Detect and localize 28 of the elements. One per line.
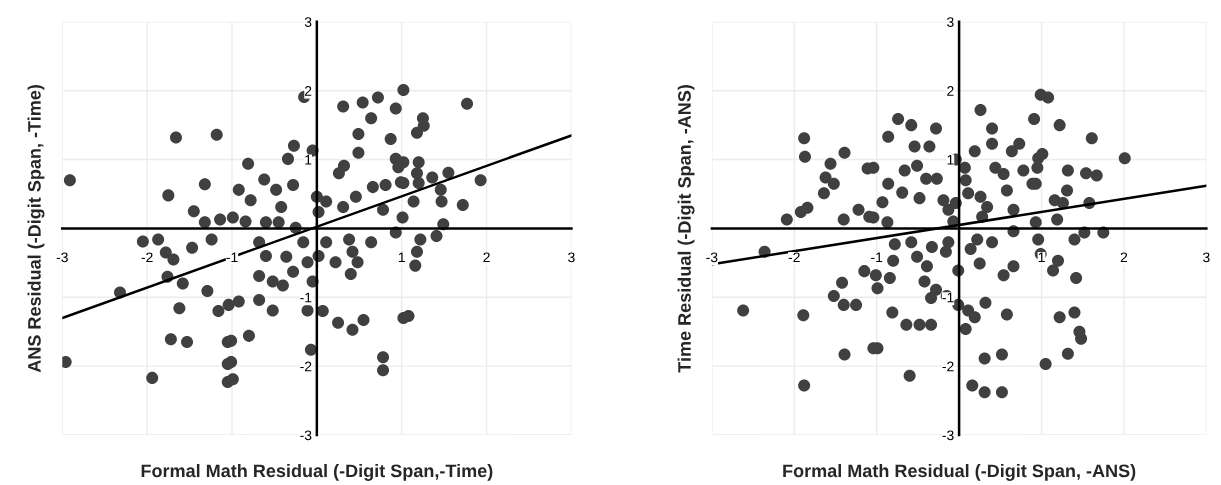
y-tick-label: 3 xyxy=(304,17,312,27)
y-tick-label: -2 xyxy=(942,361,954,372)
x-tick-label: 1 xyxy=(398,252,405,263)
x-tick-label: -1 xyxy=(871,252,883,263)
x-tick-label: -1 xyxy=(226,252,238,263)
x-tick-label: 2 xyxy=(483,252,490,263)
x-axis-title: Formal Math Residual (-Digit Span,-Time) xyxy=(141,463,493,481)
y-tick-label: -3 xyxy=(942,430,954,441)
y-axis-title: ANS Residual (-Digit Span, -Time) xyxy=(27,85,45,373)
y-tick-label: 2 xyxy=(304,86,312,96)
x-tick-label: -2 xyxy=(141,252,153,263)
y-tick-label: -1 xyxy=(942,292,954,303)
x-tick-label: 2 xyxy=(1120,252,1128,263)
x-tick-label: 1 xyxy=(1038,252,1045,263)
x-tick-label: -2 xyxy=(788,252,800,263)
y-axis-title: Time Residual (-Digit Span, -ANS) xyxy=(677,85,695,373)
x-tick-label: 3 xyxy=(1203,252,1210,263)
y-tick-label: 1 xyxy=(947,155,954,165)
y-tick-label: 2 xyxy=(947,86,954,96)
x-tick-label: -3 xyxy=(56,252,68,263)
y-tick-label: -3 xyxy=(300,430,312,441)
x-axis-title: Formal Math Residual (-Digit Span, -ANS) xyxy=(783,463,1136,481)
y-tick-label: -1 xyxy=(300,292,312,303)
y-tick-label: 1 xyxy=(305,155,312,165)
x-tick-label: 3 xyxy=(568,252,575,263)
y-tick-label: 3 xyxy=(947,17,954,27)
x-tick-label: -3 xyxy=(706,252,718,263)
y-tick-label: -2 xyxy=(300,361,312,372)
